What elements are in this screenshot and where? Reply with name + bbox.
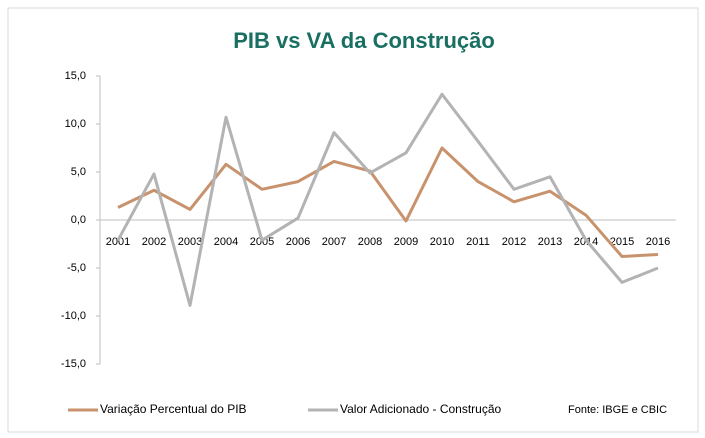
- legend-label: Variação Percentual do PIB: [100, 402, 247, 416]
- x-tick-label: 2001: [106, 236, 130, 248]
- y-tick-label: 15,0: [65, 70, 86, 82]
- x-tick-label: 2016: [646, 236, 670, 248]
- y-tick-label: -10,0: [61, 310, 86, 322]
- x-tick-label: 2002: [142, 236, 166, 248]
- x-tick-label: 2015: [610, 236, 634, 248]
- series-line: [116, 92, 659, 307]
- y-tick-label: 5,0: [71, 166, 86, 178]
- x-tick-label: 2005: [250, 236, 274, 248]
- series-line: [117, 146, 659, 258]
- x-tick-label: 2013: [538, 236, 562, 248]
- chart-title: PIB vs VA da Construção: [233, 28, 495, 53]
- x-tick-label: 2003: [178, 236, 202, 248]
- y-tick-label: -15,0: [61, 358, 86, 370]
- x-tick-label: 2011: [466, 236, 490, 248]
- y-tick-label: 10,0: [65, 118, 86, 130]
- y-tick-label: -5,0: [67, 262, 86, 274]
- y-tick-label: 0,0: [71, 214, 86, 226]
- annotation: Fonte: IBGE e CBIC: [568, 404, 667, 416]
- legend-label: Valor Adicionado - Construção: [340, 402, 502, 416]
- x-tick-label: 2010: [430, 236, 454, 248]
- x-tick-label: 2009: [394, 236, 418, 248]
- x-tick-label: 2008: [358, 236, 382, 248]
- x-tick-label: 2004: [214, 236, 238, 248]
- x-tick-label: 2006: [286, 236, 310, 248]
- x-tick-label: 2007: [322, 236, 346, 248]
- x-tick-label: 2012: [502, 236, 526, 248]
